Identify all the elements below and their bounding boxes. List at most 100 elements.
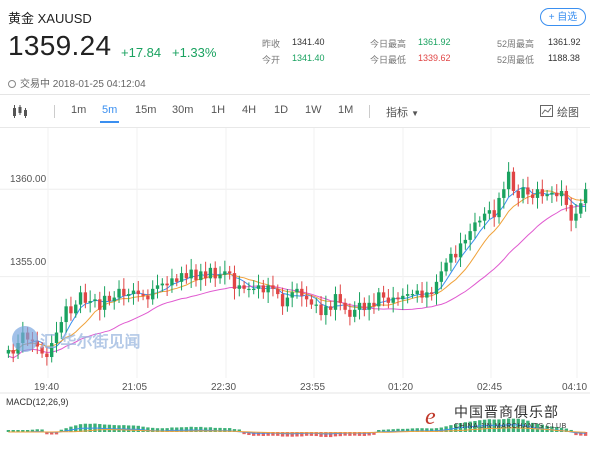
macd-bar <box>199 426 203 432</box>
macd-bar <box>434 428 439 432</box>
candle-body <box>151 288 155 300</box>
candle-body <box>468 231 472 240</box>
candle-body <box>112 297 116 302</box>
candle-body <box>348 309 352 317</box>
draw-label[interactable]: 绘图 <box>557 107 579 119</box>
candle-body <box>242 285 246 289</box>
macd-bar <box>357 432 362 436</box>
macd-bar <box>429 428 434 432</box>
divider <box>0 94 590 95</box>
macd-bar <box>439 427 443 432</box>
candlestick-icon[interactable] <box>12 105 28 118</box>
macd-bar <box>574 432 578 436</box>
candle-body <box>74 304 78 314</box>
period-1d[interactable]: 1D <box>274 104 289 116</box>
candle-body <box>252 288 256 291</box>
candle-body <box>506 171 511 190</box>
macd-bar <box>179 427 184 432</box>
period-4h[interactable]: 4H <box>242 104 257 116</box>
candle-body <box>535 189 540 198</box>
divider <box>0 127 590 128</box>
candle-body <box>227 271 232 274</box>
macd-bar <box>386 429 391 432</box>
macd-bar <box>256 432 261 436</box>
macd-bar <box>203 427 208 432</box>
macd-bar <box>242 432 246 435</box>
candle-body <box>564 190 569 205</box>
candle-body <box>463 239 468 244</box>
macd-bar <box>401 428 405 432</box>
candle-body <box>540 189 544 197</box>
trading-status: 交易中 2018-01-25 04:12:04 <box>8 75 146 90</box>
macd-bar <box>280 432 285 437</box>
candle-body <box>492 210 496 218</box>
macd-bar <box>208 427 213 432</box>
candle-body <box>146 295 150 300</box>
macd-bar <box>6 430 11 432</box>
stat-label: 52周最低 <box>497 55 535 65</box>
period-15m[interactable]: 15m <box>135 104 157 116</box>
candle-body <box>35 341 39 347</box>
add-watchlist-button[interactable]: + 自选 <box>540 8 586 26</box>
macd-bar <box>189 426 193 432</box>
candle-body <box>300 288 304 296</box>
period-1w[interactable]: 1W <box>305 104 322 116</box>
macd-bar <box>396 428 400 432</box>
candle-body <box>40 346 44 354</box>
candle-body <box>391 297 395 303</box>
macd-bar <box>333 432 338 437</box>
period-1mo[interactable]: 1M <box>338 104 354 116</box>
candle-body <box>583 189 588 204</box>
candle-body <box>367 302 371 310</box>
candle-body <box>78 292 83 305</box>
macd-bar <box>381 429 386 432</box>
macd-bar <box>377 430 381 432</box>
macd-bar <box>271 432 275 436</box>
x-axis-label: 01:20 <box>388 382 414 393</box>
club-logo: e <box>425 404 436 430</box>
candle-body <box>425 292 429 298</box>
macd-bar <box>261 432 266 436</box>
candle-body <box>405 294 410 296</box>
candle-body <box>319 304 323 316</box>
candle-body <box>107 295 112 302</box>
period-1m[interactable]: 1m <box>71 104 87 116</box>
macd-label: MACD(12,26,9) <box>6 397 69 407</box>
candle-body <box>261 285 266 293</box>
macd-bar <box>35 429 39 432</box>
candle-body <box>88 301 92 303</box>
period-1h[interactable]: 1H <box>211 104 226 116</box>
macd-bar <box>559 427 564 432</box>
candle-body <box>232 273 237 289</box>
candle-body <box>160 283 165 286</box>
stat-label: 今日最低 <box>370 55 407 65</box>
candle-body <box>569 204 573 221</box>
macd-bar <box>160 428 165 432</box>
macd-bar <box>444 426 448 432</box>
candle-body <box>386 297 391 303</box>
last-price: 1359.24 <box>8 30 112 61</box>
candle-body <box>69 306 73 314</box>
macd-bar <box>304 432 309 436</box>
watermark-text: 汇 华尔街见闻 <box>40 334 141 351</box>
candle-body <box>117 288 121 298</box>
macd-bar <box>232 429 237 432</box>
candle-body <box>473 222 477 232</box>
candle-body <box>429 292 434 295</box>
candle-body <box>526 187 530 195</box>
stat-value: 1188.38 <box>548 53 580 63</box>
macd-bar <box>348 432 352 436</box>
macd-bar <box>319 432 323 437</box>
draw-tool-icon[interactable] <box>540 105 553 117</box>
candle-body <box>223 271 227 275</box>
candle-body <box>338 294 342 303</box>
period-5m[interactable]: 5m <box>99 104 120 123</box>
candle-body <box>516 190 520 198</box>
indicator-menu[interactable]: 指标 ▼ <box>386 104 419 120</box>
candle-body <box>54 332 59 344</box>
candle-body <box>175 278 179 282</box>
period-30m[interactable]: 30m <box>172 104 194 116</box>
candle-body <box>381 292 386 298</box>
macd-bar <box>59 429 63 432</box>
macd-bar <box>367 432 371 436</box>
